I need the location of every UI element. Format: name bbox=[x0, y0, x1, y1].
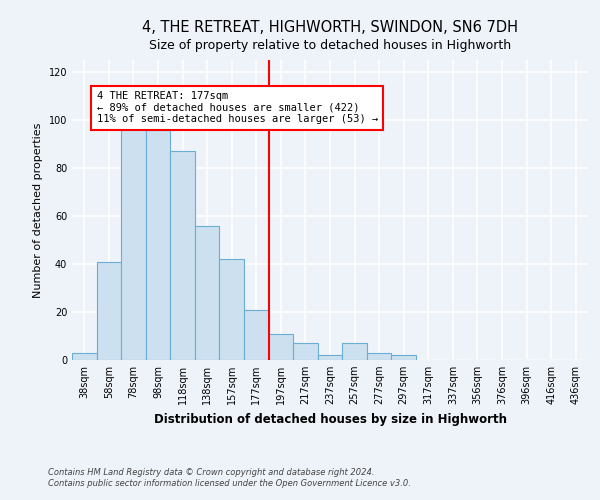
Text: 4 THE RETREAT: 177sqm
← 89% of detached houses are smaller (422)
11% of semi-det: 4 THE RETREAT: 177sqm ← 89% of detached … bbox=[97, 91, 378, 124]
Bar bbox=[244, 310, 269, 360]
Bar bbox=[195, 226, 220, 360]
Bar bbox=[342, 343, 367, 360]
Bar bbox=[293, 343, 318, 360]
Text: Size of property relative to detached houses in Highworth: Size of property relative to detached ho… bbox=[149, 40, 511, 52]
X-axis label: Distribution of detached houses by size in Highworth: Distribution of detached houses by size … bbox=[154, 412, 506, 426]
Bar bbox=[146, 130, 170, 360]
Bar bbox=[269, 334, 293, 360]
Bar bbox=[121, 120, 146, 360]
Y-axis label: Number of detached properties: Number of detached properties bbox=[33, 122, 43, 298]
Bar bbox=[220, 259, 244, 360]
Bar bbox=[72, 353, 97, 360]
Bar bbox=[318, 355, 342, 360]
Text: 4, THE RETREAT, HIGHWORTH, SWINDON, SN6 7DH: 4, THE RETREAT, HIGHWORTH, SWINDON, SN6 … bbox=[142, 20, 518, 35]
Bar bbox=[367, 353, 391, 360]
Bar bbox=[391, 355, 416, 360]
Text: Contains HM Land Registry data © Crown copyright and database right 2024.
Contai: Contains HM Land Registry data © Crown c… bbox=[48, 468, 411, 487]
Bar bbox=[170, 151, 195, 360]
Bar bbox=[97, 262, 121, 360]
